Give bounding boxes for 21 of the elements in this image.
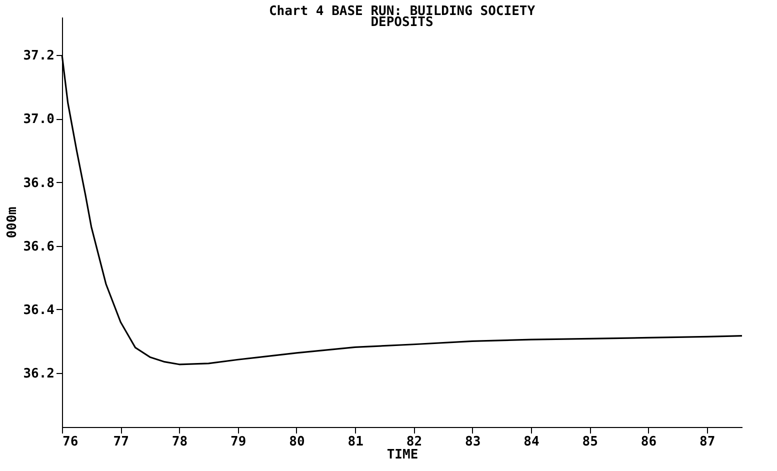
x-tick-label: 84	[524, 434, 540, 450]
x-tick-label: 83	[465, 434, 481, 450]
chart-title: Chart 4 BASE RUN: BUILDING SOCIETY DEPOSITS	[268, 4, 536, 30]
y-tick-label: 37.2	[23, 48, 54, 64]
y-axis-title: 000m	[5, 206, 20, 238]
y-tick-label: 36.2	[23, 366, 54, 382]
x-tick-label: 85	[582, 434, 598, 450]
x-tick-label: 76	[62, 434, 78, 450]
x-tick-label: 79	[230, 434, 246, 450]
x-tick-label: 82	[406, 434, 422, 450]
x-tick-label: 80	[289, 434, 305, 450]
x-tick-label: 77	[113, 434, 129, 450]
y-tick-label: 36.6	[23, 239, 55, 254]
x-tick-label: 81	[348, 434, 364, 450]
y-tick-label: 37.0	[23, 112, 55, 128]
y-tick-label: 36.4	[23, 302, 55, 318]
x-axis-title: TIME	[386, 448, 418, 462]
x-tick-label: 87	[700, 434, 716, 450]
x-tick-label: 86	[640, 434, 657, 450]
x-tick-label: 78	[172, 434, 188, 450]
y-tick-label: 36.8	[23, 176, 55, 191]
